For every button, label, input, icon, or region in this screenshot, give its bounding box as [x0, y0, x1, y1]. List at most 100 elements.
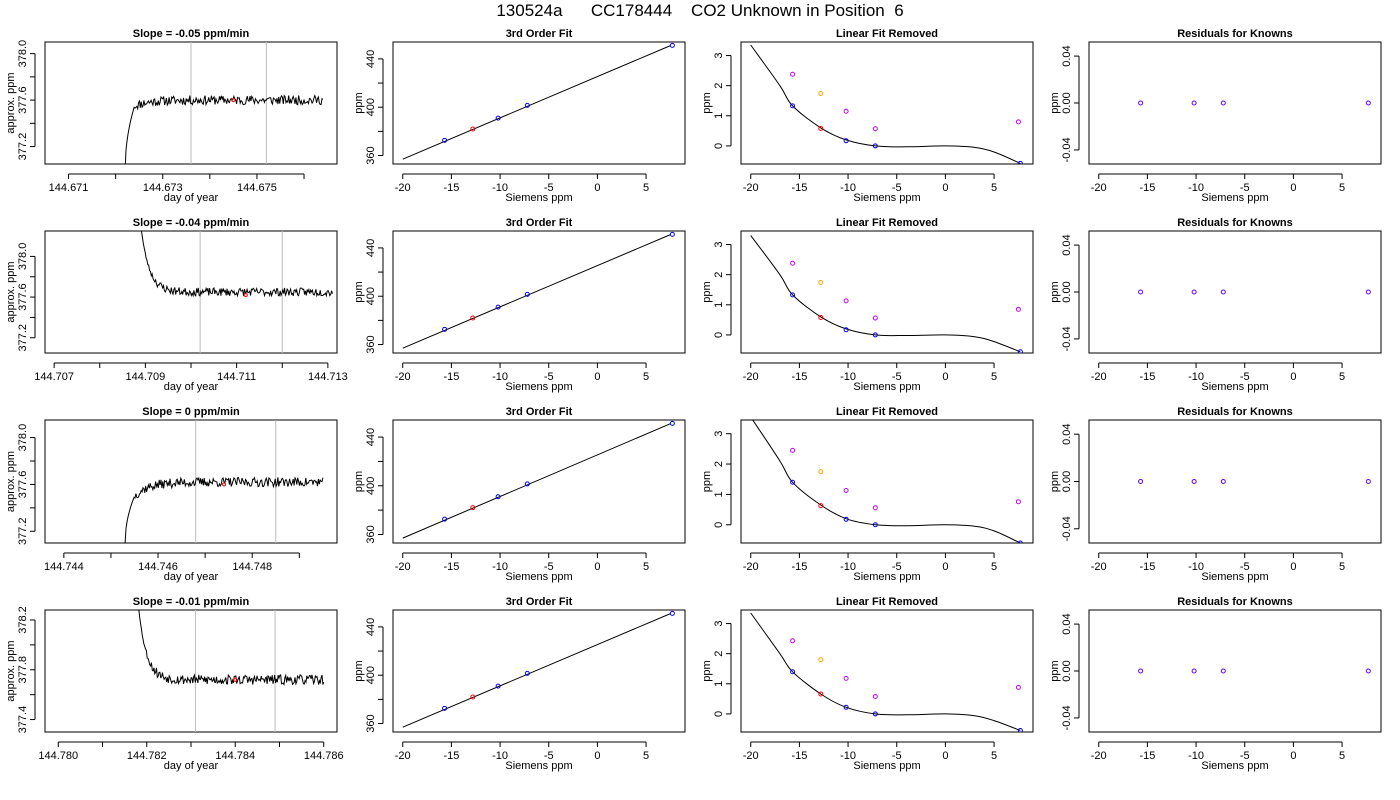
- y-tick-label: 378.0: [17, 424, 29, 452]
- plot-frame: [392, 609, 686, 733]
- data-point-purple: [1191, 668, 1197, 674]
- y-tick-label: 377.4: [17, 706, 29, 734]
- plot-area: [1138, 289, 1371, 295]
- x-tick-label: -20: [395, 561, 411, 573]
- fit-curve: [752, 420, 1021, 543]
- x-axis-label: Siemens ppm: [853, 760, 920, 772]
- y-tick-label: 3: [713, 52, 725, 58]
- y-axis-label: approx. ppm: [5, 72, 17, 133]
- data-point-orange: [818, 657, 824, 663]
- y-tick-label: 377.6: [17, 86, 29, 114]
- data-point-blue: [843, 704, 849, 710]
- y-axis-label: approx. ppm: [5, 451, 17, 512]
- y-axis-label: ppm: [353, 660, 365, 681]
- fit-line: [402, 234, 671, 349]
- data-point-blue: [495, 683, 501, 689]
- plot-area: [138, 610, 325, 732]
- x-axis-label: Siemens ppm: [505, 192, 572, 204]
- data-point-blue: [524, 291, 530, 297]
- plot-frame: [1088, 419, 1382, 544]
- data-point-blue: [442, 137, 448, 143]
- plot-area: [1138, 668, 1371, 674]
- fit-curve: [750, 235, 1021, 353]
- y-tick-label: 0.00: [1061, 660, 1073, 681]
- y-tick-label: 0.00: [1061, 281, 1073, 302]
- x-axis-label: Siemens ppm: [1201, 760, 1268, 772]
- x-tick-label: -20: [395, 750, 411, 762]
- plot-frame: [392, 419, 686, 544]
- x-tick-label: 0: [1290, 182, 1296, 194]
- data-point-blue: [524, 102, 530, 108]
- x-axis-label: Siemens ppm: [853, 192, 920, 204]
- data-point-purple: [1138, 479, 1144, 484]
- x-tick-label: -20: [395, 371, 411, 383]
- x-tick-label: 5: [643, 750, 649, 762]
- x-tick-label: 144.780: [38, 750, 78, 762]
- data-point-blue: [790, 292, 796, 298]
- x-tick-label: -20: [743, 561, 759, 573]
- y-tick-label: -0.04: [1061, 137, 1073, 162]
- plot-frame: [740, 230, 1034, 354]
- x-tick-label: -20: [1091, 561, 1107, 573]
- x-tick-label: 5: [991, 371, 997, 383]
- panel-title: Residuals for Knowns: [1177, 217, 1293, 229]
- x-tick-label: -10: [840, 750, 856, 762]
- y-tick-label: 360: [365, 335, 377, 353]
- y-axis-label: ppm: [1049, 281, 1061, 302]
- x-tick-label: -20: [743, 750, 759, 762]
- y-tick-label: 0.00: [1061, 92, 1073, 113]
- x-tick-label: 144.709: [125, 371, 165, 383]
- data-point-blue: [669, 420, 675, 426]
- data-point-blue: [1017, 540, 1023, 543]
- data-point-red: [470, 126, 476, 132]
- x-tick-label: -10: [492, 561, 508, 573]
- data-point-purple: [1220, 289, 1226, 295]
- y-axis-label: ppm: [353, 281, 365, 302]
- data-point-blue: [495, 304, 501, 310]
- x-axis-label: Siemens ppm: [853, 381, 920, 393]
- data-point-blue: [524, 481, 530, 487]
- x-tick-label: -15: [443, 182, 459, 194]
- data-point-magenta: [843, 487, 849, 493]
- x-tick-label: -10: [1188, 182, 1204, 194]
- panel-title: Slope = -0.01 ppm/min: [133, 596, 250, 608]
- panel-title: 3rd Order Fit: [506, 596, 573, 608]
- plot-area: [750, 44, 1023, 164]
- y-tick-label: 0.04: [1061, 613, 1073, 634]
- data-point-blue: [669, 42, 675, 48]
- y-tick-label: 400: [365, 98, 377, 116]
- data-point-blue: [843, 516, 849, 522]
- x-tick-label: 0: [942, 561, 948, 573]
- data-point-purple: [1191, 100, 1197, 106]
- plot-area: [402, 420, 675, 539]
- panel-r2c3: Linear Fit Removed -20 -15 -10 -5 0 5 Siemens p…: [701, 217, 1034, 393]
- y-tick-label: 440: [365, 428, 377, 446]
- y-tick-label: 1: [713, 491, 725, 497]
- y-tick-label: 1: [713, 302, 725, 308]
- plot-area: [750, 235, 1023, 353]
- data-point-red: [818, 503, 824, 509]
- x-tick-label: -15: [791, 182, 807, 194]
- x-tick-label: 144.746: [138, 561, 178, 573]
- data-point-blue: [790, 669, 796, 675]
- x-tick-label: 5: [643, 182, 649, 194]
- x-tick-label: -5: [1240, 561, 1250, 573]
- data-point-blue: [495, 115, 501, 121]
- y-axis-label: ppm: [353, 471, 365, 492]
- x-axis-label: Siemens ppm: [853, 571, 920, 583]
- y-tick-label: 360: [365, 525, 377, 543]
- data-point-blue: [524, 670, 530, 676]
- panel-r4c2: 3rd Order Fit -20 -15 -10 -5 0 5 Siemens ppm 360…: [353, 596, 686, 772]
- x-tick-label: 0: [942, 371, 948, 383]
- plot-area: [1138, 479, 1371, 484]
- data-point-magenta: [843, 298, 849, 304]
- x-tick-label: -10: [492, 182, 508, 194]
- x-tick-label: 144.707: [34, 371, 74, 383]
- x-tick-label: -15: [1139, 561, 1155, 573]
- data-point-red: [818, 314, 824, 320]
- y-tick-label: 377.2: [17, 518, 29, 546]
- plot-frame: [392, 230, 686, 354]
- plot-area: [1138, 100, 1371, 106]
- x-tick-label: -5: [544, 182, 554, 194]
- x-tick-label: -10: [492, 750, 508, 762]
